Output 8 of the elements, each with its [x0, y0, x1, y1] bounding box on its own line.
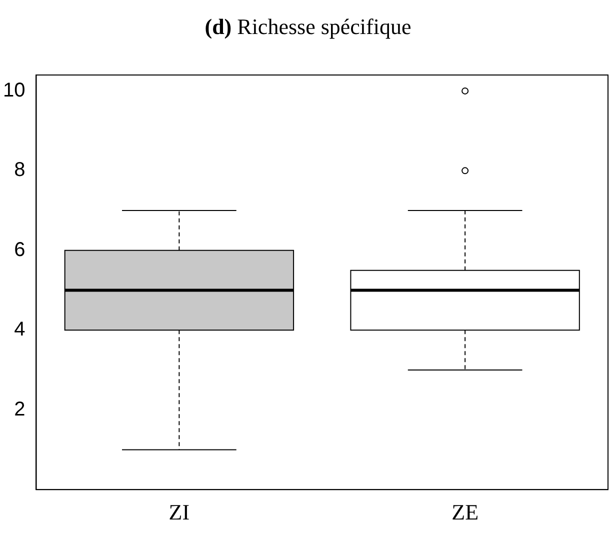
y-tick-label: 8	[14, 159, 26, 182]
y-tick-label: 10	[2, 79, 26, 102]
y-tick-label: 2	[14, 398, 26, 420]
chart-title: (d) Richesse spécifique	[204, 14, 412, 40]
y-tick-label: 4	[14, 318, 26, 341]
x-tick-label: ZE	[452, 500, 479, 525]
y-tick-label: 6	[14, 238, 26, 261]
x-tick-label: ZI	[168, 500, 190, 525]
